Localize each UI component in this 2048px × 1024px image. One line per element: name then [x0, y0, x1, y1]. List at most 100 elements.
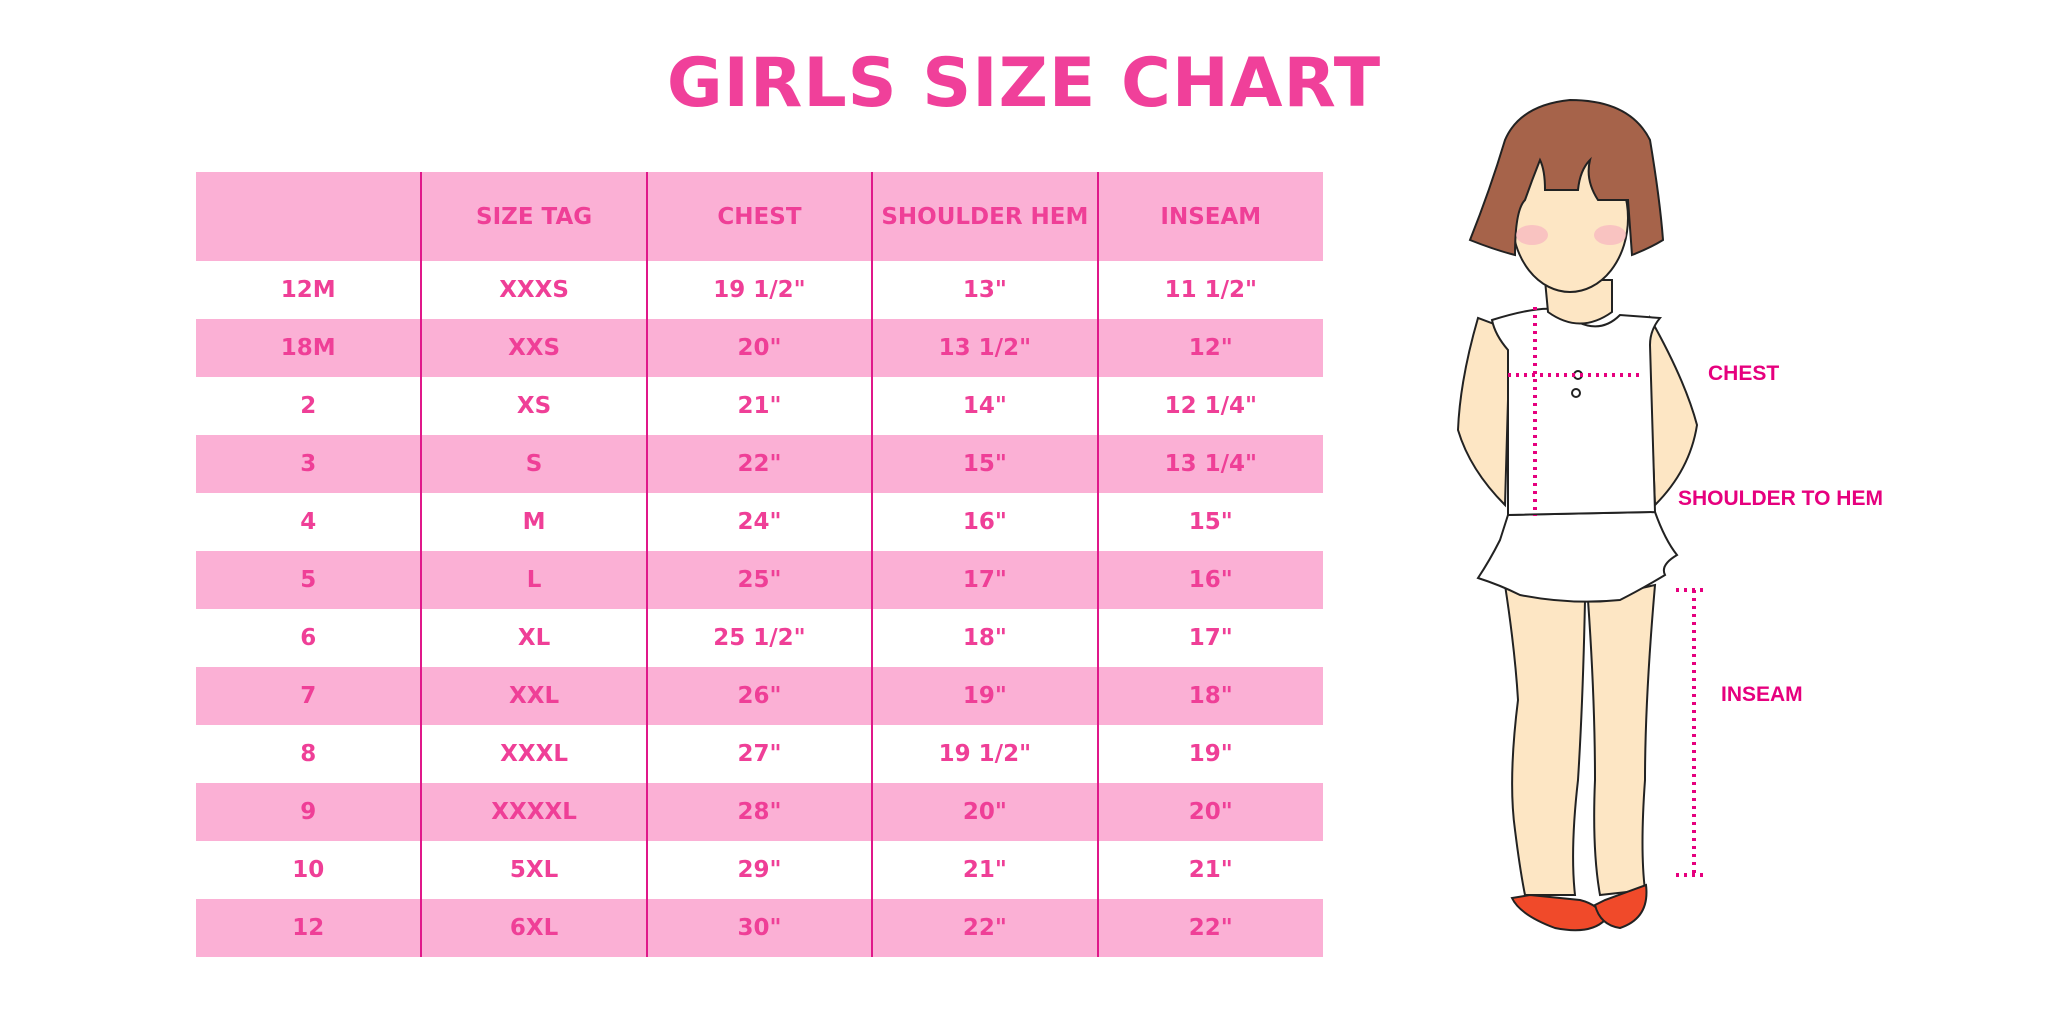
cell-shoulder-hem: 18" [871, 609, 1098, 667]
cell-inseam: 20" [1096, 783, 1323, 841]
table-row: 12 6XL 30" 22" 22" [196, 899, 1323, 957]
cell-age: 6 [300, 625, 317, 651]
cell-inseam: 11 1/2" [1096, 261, 1323, 319]
cell-chest: 24" [645, 493, 873, 551]
cell-age: 8 [300, 741, 317, 767]
table-row: 2 XS 21" 14" 12 1/4" [196, 377, 1323, 435]
cell-size-tag: M [420, 493, 647, 551]
cell-size-tag: S [420, 435, 647, 493]
table-row: 6 XL 25 1/2" 18" 17" [196, 609, 1323, 667]
cell-chest: 30" [645, 899, 873, 957]
cell-shoulder-hem: 13 1/2" [871, 319, 1098, 377]
cell-inseam: 12" [1096, 319, 1323, 377]
table-row: 7 XXL 26" 19" 18" [196, 667, 1323, 725]
cell-inseam: 12 1/4" [1096, 377, 1323, 435]
cell-chest: 25" [645, 551, 873, 609]
cell-shoulder-hem: 21" [871, 841, 1098, 899]
cell-chest: 20" [645, 319, 873, 377]
cell-chest: 28" [645, 783, 873, 841]
cell-shoulder-hem: 14" [871, 377, 1098, 435]
button-icon [1573, 370, 1583, 380]
table-row: 12M XXXS 19 1/2" 13" 11 1/2" [196, 261, 1323, 319]
cell-size-tag: 5XL [420, 841, 647, 899]
header-chest: CHEST [645, 172, 873, 261]
cell-age: 7 [196, 667, 422, 725]
left-arm [1456, 316, 1512, 508]
cell-age: 10 [292, 857, 325, 883]
shirt [1490, 307, 1663, 517]
cell-chest: 27" [645, 725, 873, 783]
cell-size-tag: XL [420, 609, 647, 667]
cell-age: 5 [196, 551, 422, 609]
cell-shoulder-hem: 22" [871, 899, 1098, 957]
neck [1543, 279, 1613, 325]
cell-shoulder-hem: 17" [871, 551, 1098, 609]
cell-shoulder-hem: 15" [871, 435, 1098, 493]
table-header-row: SIZE TAG CHEST SHOULDER HEM INSEAM [196, 172, 1323, 261]
cell-inseam: 18" [1096, 667, 1323, 725]
cell-inseam: 17" [1096, 609, 1323, 667]
cell-inseam: 19" [1096, 725, 1323, 783]
table-row: 3 S 22" 15" 13 1/4" [196, 435, 1323, 493]
shoulder-to-hem-label: SHOULDER TO HEM [1678, 487, 1883, 510]
header-shoulder-hem: SHOULDER HEM [871, 172, 1098, 261]
left-shoe [1510, 893, 1607, 932]
inseam-label: INSEAM [1721, 683, 1803, 706]
header-age [196, 172, 422, 261]
cell-age: 12 [196, 899, 422, 957]
cell-shoulder-hem: 13" [871, 261, 1098, 319]
table-row: 18M XXS 20" 13 1/2" 12" [196, 319, 1323, 377]
header-inseam: INSEAM [1096, 172, 1323, 261]
right-arm [1646, 315, 1699, 508]
cell-shoulder-hem: 16" [871, 493, 1098, 551]
cell-age: 3 [196, 435, 422, 493]
table-row: 8 XXXL 27" 19 1/2" 19" [196, 725, 1323, 783]
right-leg [1586, 583, 1657, 897]
cell-chest: 25 1/2" [645, 609, 873, 667]
left-leg [1503, 583, 1587, 896]
measure-lines [1508, 307, 1704, 877]
cheek [1516, 225, 1548, 245]
right-shoe [1593, 883, 1648, 930]
hair [1468, 98, 1665, 257]
cell-inseam: 13 1/4" [1096, 435, 1323, 493]
cell-chest: 19 1/2" [645, 261, 873, 319]
cell-inseam: 21" [1096, 841, 1323, 899]
cheek [1594, 225, 1626, 245]
header-size-tag: SIZE TAG [420, 172, 647, 261]
cell-age: 4 [300, 509, 317, 535]
cell-size-tag: L [420, 551, 647, 609]
table-row: 4 M 24" 16" 15" [196, 493, 1323, 551]
cell-size-tag: XS [420, 377, 647, 435]
cell-size-tag: XXXXL [420, 783, 647, 841]
cell-size-tag: XXS [420, 319, 647, 377]
cell-chest: 26" [645, 667, 873, 725]
table-row: 10 5XL 29" 21" 21" [196, 841, 1323, 899]
face [1511, 143, 1629, 293]
cell-size-tag: XXXL [420, 725, 647, 783]
cell-chest: 22" [645, 435, 873, 493]
size-chart-table: SIZE TAG CHEST SHOULDER HEM INSEAM 12M XX… [196, 172, 1323, 957]
cell-inseam: 16" [1096, 551, 1323, 609]
cell-size-tag: XXL [420, 667, 647, 725]
cell-size-tag: XXXS [420, 261, 647, 319]
cell-shoulder-hem: 19" [871, 667, 1098, 725]
cell-age: 18M [196, 319, 422, 377]
cell-inseam: 15" [1096, 493, 1323, 551]
cell-shoulder-hem: 20" [871, 783, 1098, 841]
skirt [1476, 510, 1679, 603]
cell-size-tag: 6XL [420, 899, 647, 957]
page-title: GIRLS SIZE CHART [666, 44, 1382, 123]
table-row: 9 XXXXL 28" 20" 20" [196, 783, 1323, 841]
cell-age: 12M [280, 277, 336, 303]
button-icon [1571, 388, 1581, 398]
cell-chest: 21" [645, 377, 873, 435]
cell-age: 2 [300, 393, 317, 419]
chest-label: CHEST [1708, 362, 1780, 385]
table-row: 5 L 25" 17" 16" [196, 551, 1323, 609]
cell-inseam: 22" [1096, 899, 1323, 957]
cell-chest: 29" [645, 841, 873, 899]
girl-figure [1456, 98, 1699, 932]
cell-shoulder-hem: 19 1/2" [871, 725, 1098, 783]
cell-age: 9 [196, 783, 422, 841]
